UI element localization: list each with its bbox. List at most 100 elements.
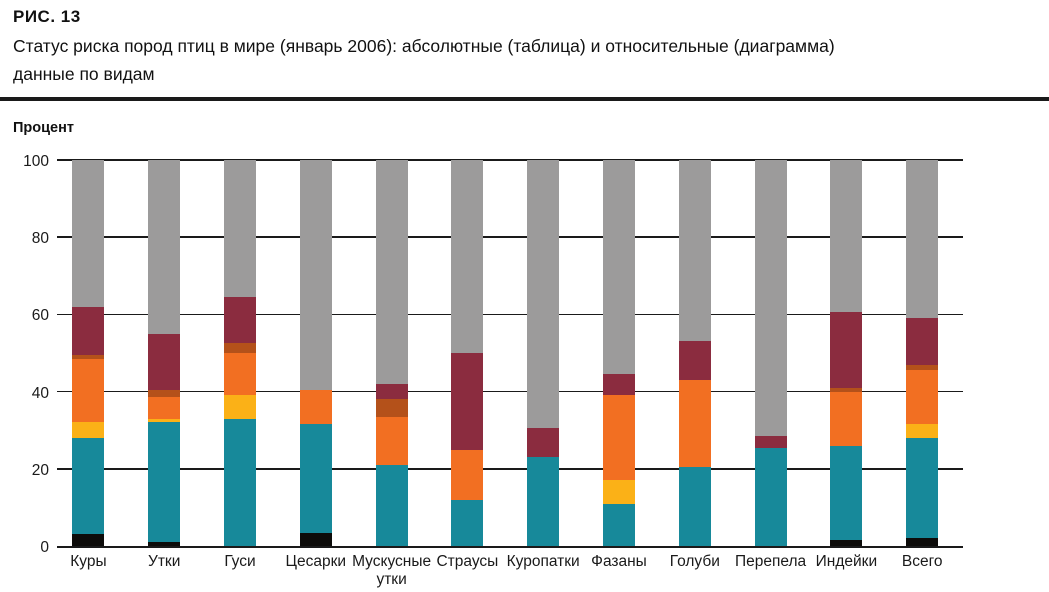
y-tick-label: 80 bbox=[31, 230, 49, 248]
gray-segment bbox=[148, 160, 181, 334]
teal-segment bbox=[299, 424, 332, 533]
gray-segment bbox=[906, 160, 939, 319]
maroon-segment bbox=[603, 374, 635, 396]
yellow-segment bbox=[603, 480, 635, 504]
bar-column bbox=[603, 160, 635, 546]
maroon-segment bbox=[906, 318, 939, 365]
gray-segment bbox=[224, 160, 256, 298]
bar-column bbox=[754, 160, 787, 546]
gray-segment bbox=[527, 160, 560, 429]
y-tick-label: 0 bbox=[40, 539, 49, 556]
gray-segment bbox=[678, 160, 711, 342]
dark-orange-segment bbox=[72, 354, 105, 359]
teal-segment bbox=[754, 447, 787, 546]
gray-segment bbox=[451, 160, 484, 353]
black-segment bbox=[299, 532, 332, 546]
header-divider bbox=[0, 97, 1049, 101]
x-tick-label: Всего bbox=[901, 553, 943, 570]
orange-segment bbox=[451, 449, 484, 500]
maroon-segment bbox=[451, 353, 484, 450]
gray-segment bbox=[299, 160, 332, 390]
teal-segment bbox=[678, 466, 711, 546]
bar-column bbox=[678, 160, 711, 546]
gridline bbox=[57, 236, 963, 238]
dark-orange-segment bbox=[224, 343, 256, 353]
teal-segment bbox=[72, 437, 105, 535]
x-tick-label: Фазаны bbox=[591, 553, 647, 570]
gray-segment bbox=[603, 160, 635, 375]
bar-column bbox=[224, 160, 256, 546]
x-tick-label: Цесарки bbox=[285, 553, 347, 570]
y-axis-title: Процент bbox=[13, 120, 74, 136]
black-segment bbox=[906, 538, 939, 546]
orange-segment bbox=[299, 389, 332, 425]
maroon-segment bbox=[527, 428, 560, 458]
x-tick-label: Куропатки bbox=[506, 553, 580, 570]
gridline bbox=[57, 468, 963, 470]
black-segment bbox=[72, 534, 105, 546]
gridline bbox=[57, 313, 963, 316]
orange-segment bbox=[148, 397, 181, 419]
x-tick-label: Голуби bbox=[669, 553, 720, 570]
teal-segment bbox=[527, 457, 560, 546]
maroon-segment bbox=[72, 306, 105, 355]
y-tick-label: 40 bbox=[31, 384, 49, 402]
yellow-segment bbox=[906, 424, 939, 438]
gray-segment bbox=[375, 160, 408, 384]
x-tick-label: Куры bbox=[70, 553, 107, 570]
maroon-segment bbox=[224, 297, 256, 344]
orange-segment bbox=[72, 358, 105, 423]
bar-column bbox=[148, 160, 181, 546]
gridline bbox=[57, 159, 963, 161]
x-tick-label: Индейки bbox=[815, 553, 878, 570]
yellow-segment bbox=[224, 395, 256, 419]
x-tick-label: Перепела bbox=[735, 553, 807, 570]
teal-segment bbox=[830, 445, 863, 541]
bar-column bbox=[527, 160, 560, 546]
y-tick-label: 20 bbox=[31, 461, 49, 479]
maroon-segment bbox=[375, 383, 408, 400]
maroon-segment bbox=[754, 436, 787, 448]
teal-segment bbox=[906, 437, 939, 539]
teal-segment bbox=[603, 503, 635, 546]
yellow-segment bbox=[72, 422, 105, 438]
orange-segment bbox=[375, 416, 408, 465]
gray-segment bbox=[72, 160, 105, 307]
orange-segment bbox=[830, 391, 863, 446]
gray-segment bbox=[754, 160, 787, 436]
x-tick-label: Утки bbox=[147, 553, 181, 570]
dark-orange-segment bbox=[830, 387, 863, 392]
bar-column bbox=[299, 160, 332, 546]
dark-orange-segment bbox=[906, 364, 939, 371]
black-segment bbox=[148, 542, 181, 546]
y-tick-label: 60 bbox=[31, 307, 49, 325]
orange-segment bbox=[678, 380, 711, 467]
bar-column bbox=[451, 160, 484, 546]
plot-area: 0 20 40 60 80 100 Куры Утки Гуси Цесарки Мускусные… bbox=[23, 153, 963, 588]
maroon-segment bbox=[678, 341, 711, 381]
dark-orange-segment bbox=[148, 389, 181, 398]
bar-column bbox=[906, 160, 939, 546]
teal-segment bbox=[451, 499, 484, 546]
x-tick-label: Страусы bbox=[436, 553, 499, 570]
yellow-segment bbox=[148, 418, 181, 423]
x-tick-label: Мускусные утки bbox=[352, 553, 432, 588]
figure-number: РИС. 13 bbox=[13, 7, 81, 26]
bar-column bbox=[375, 160, 408, 546]
bar-column bbox=[72, 160, 105, 546]
figure-title: Статус риска пород птиц в мире (январь 2… bbox=[13, 36, 835, 84]
x-tick-label: Гуси bbox=[224, 553, 256, 570]
orange-segment bbox=[906, 370, 939, 425]
bar-column bbox=[830, 160, 863, 546]
teal-segment bbox=[375, 464, 408, 546]
teal-segment bbox=[148, 422, 181, 543]
black-segment bbox=[830, 540, 863, 546]
y-tick-label: 100 bbox=[23, 153, 49, 170]
gridline bbox=[57, 390, 963, 393]
maroon-segment bbox=[830, 312, 863, 388]
maroon-segment bbox=[148, 333, 181, 390]
gray-segment bbox=[830, 160, 863, 313]
teal-segment bbox=[224, 418, 256, 546]
dark-orange-segment bbox=[375, 399, 408, 417]
